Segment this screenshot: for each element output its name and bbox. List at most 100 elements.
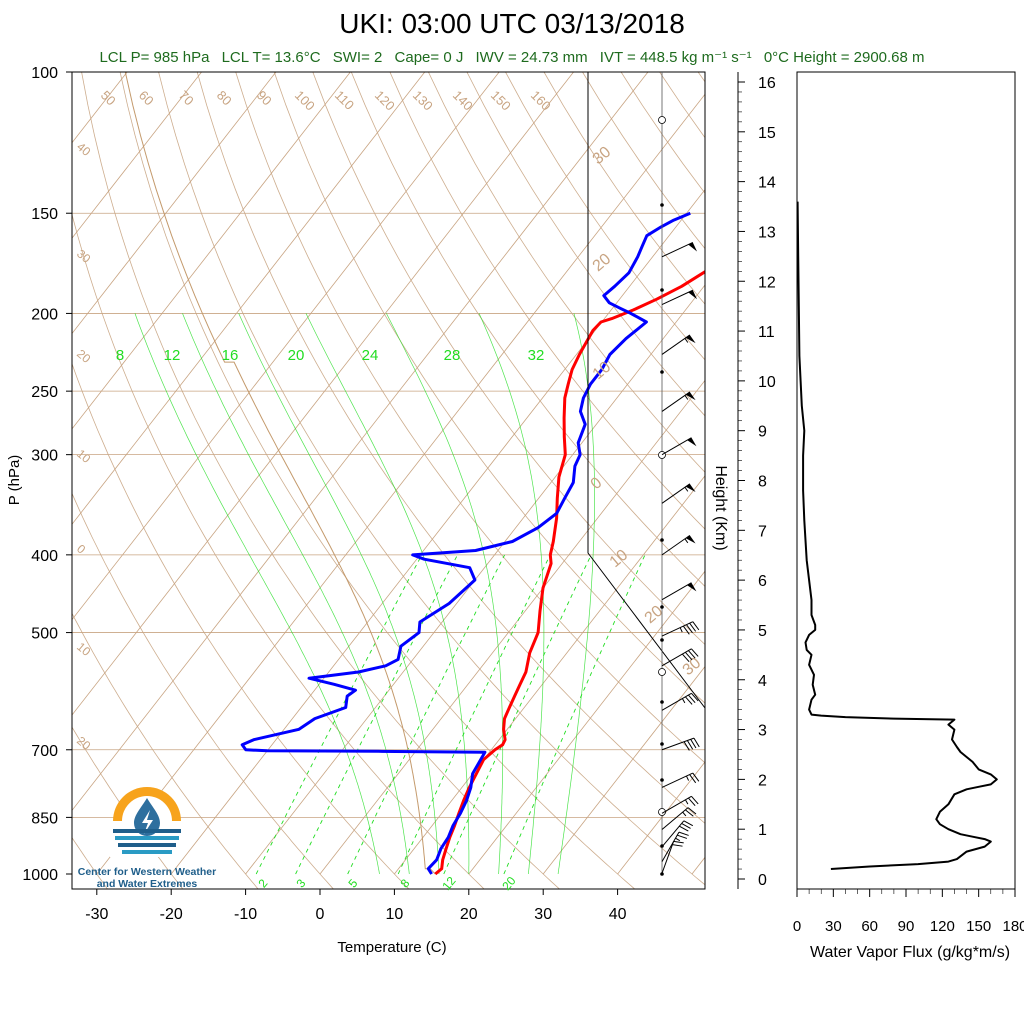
barb-level-dot [660,538,664,542]
wind-barb-feather [686,740,694,750]
dry-adiabat [814,72,1024,891]
height-tick-label: 16 [758,75,776,92]
stat-swi: SWI= 2 [332,49,383,66]
wind-barb-staff [661,807,689,830]
isotherm-label-right: 0 [588,474,606,493]
wind-barb-staff [661,831,680,862]
wind-barb-half-feather [675,837,681,842]
logo-caption: Center for Western Weather and Water Ext… [62,866,232,890]
wind-barb-staff [661,795,692,814]
dry-adiabat [72,213,485,889]
y-tick-label: 700 [31,743,58,760]
y-tick-label: 850 [31,810,58,827]
x-tick-label: 0 [316,906,325,923]
barb-level-dot [660,203,664,207]
flux-x-tick-label: 0 [793,918,801,935]
dry-adiabat [72,612,259,889]
flux-series-group [797,201,998,870]
wind-barb [661,289,698,306]
moist-adiabat-label: 20 [288,347,305,364]
flux-x-axis-label: Water Vapor Flux (g/kg*m/s) [810,944,1010,961]
wind-barb-staff [661,692,692,711]
wind-barb-half-feather [682,811,687,817]
wind-barb-flag [687,582,697,592]
isotherm-label-left: 20 [74,347,93,367]
moist-adiabat-label: 32 [528,347,545,364]
dry-adiabat [389,72,705,530]
wind-barb [661,483,696,504]
wind-barb [661,840,684,874]
flux-x-tick-label: 30 [825,918,842,935]
wind-barb-flag [688,290,698,300]
skewt-frame [71,71,706,890]
isotherm-label-left: 10 [74,640,93,660]
height-tick-label: 4 [758,673,767,690]
dry-adiabat [235,72,705,764]
wind-barb-feather [678,831,689,836]
height-tick-label: 10 [758,374,776,391]
adiabat-label: 140 [450,88,476,114]
barb-calm-circle [658,808,666,816]
moist-adiabat [557,313,595,875]
isotherm-line [766,72,1024,874]
x-tick-label: 30 [534,906,552,923]
wind-barb-feather [683,820,694,827]
stats-line: LCL P= 985 hPa LCL T= 13.6°C SWI= 2 Cape… [0,48,1024,66]
wind-barb [661,820,694,848]
barb-level-dot [660,872,664,876]
height-tick-label: 12 [758,274,776,291]
y-tick-label: 150 [31,206,58,223]
wind-barb-staff [661,841,675,874]
dry-adiabat [81,72,561,889]
flux-x-tick-label: 60 [861,918,878,935]
y-tick-label: 1000 [22,867,58,884]
isotherm-line [72,72,277,335]
barb-level-dot [660,370,664,374]
wind-barb [661,241,698,258]
moist-adiabat [305,313,470,874]
moist-adiabat-label: 12 [164,347,181,364]
isotherm-label-left: 10 [74,447,93,467]
isotherm-label-right: 30 [680,655,705,680]
wind-barb [661,795,699,814]
wind-barb-feather [673,840,684,844]
dry-adiabat [72,726,184,889]
wind-barb-staff [661,621,694,637]
logo-wave-2 [115,836,179,840]
wind-barb-feather [691,692,699,702]
isotherm-label-right: 20 [590,251,615,276]
y-tick-label: 300 [31,448,58,465]
logo-line-1: Center for Western Weather [77,866,217,878]
isotherm-line [72,72,426,525]
y-tick-label: 400 [31,548,58,565]
wind-barb-feather [672,844,683,847]
height-tick-label: 15 [758,125,776,142]
wind-barb-feather [685,696,693,705]
wind-barb-feather [693,737,700,748]
barb-calm-circle [658,668,666,676]
moist-adiabat [182,313,410,875]
moist-adiabat-label: 8 [116,347,124,364]
dry-adiabat [158,72,705,886]
wind-barb-staff [661,437,692,456]
stat-iwv: IWV = 24.73 mm [475,49,588,66]
wind-barb-feather [692,772,700,782]
barb-level-dot [660,778,664,782]
wind-barb [661,437,697,456]
isotherm-line [72,72,574,716]
mixing-ratio-line [503,554,646,875]
logo-line-2: and Water Extremes [96,878,198,890]
barb-level-dot [660,605,664,609]
height-tick-label: 5 [758,623,767,640]
wind-barb-feather [687,807,697,815]
flux-frame [796,71,1016,890]
wind-barb-staff [661,483,691,504]
chart-title: UKI: 03:00 UTC 03/13/2018 [339,8,685,39]
dry-adiabat [350,72,705,587]
wind-barb-half-feather [684,395,689,400]
flux-x-tick-label: 90 [898,918,915,935]
wind-barb-flag [685,391,696,401]
stat-freezing-height: 0°C Height = 2900.68 m [763,49,925,66]
logo-wave-4 [122,850,172,854]
